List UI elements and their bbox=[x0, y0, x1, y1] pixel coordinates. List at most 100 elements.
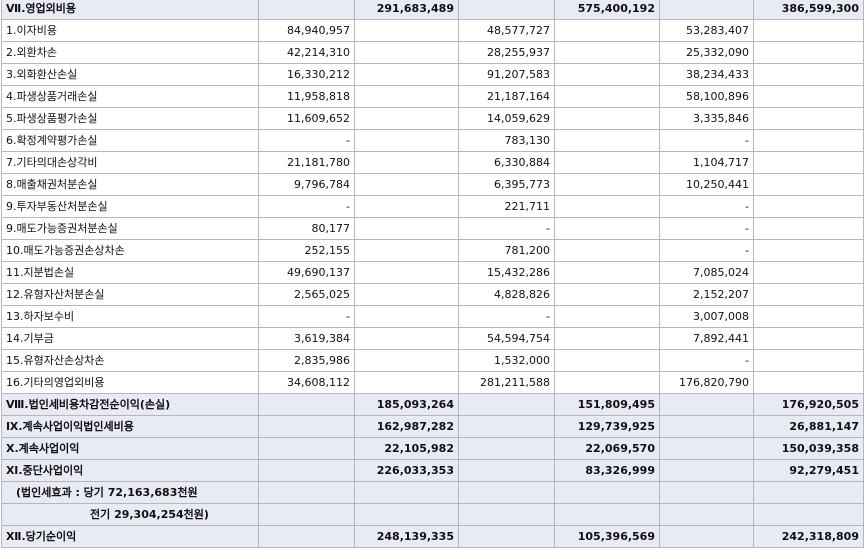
amount-cell: 10,250,441 bbox=[659, 173, 754, 196]
amount-cell: 783,130 bbox=[458, 129, 555, 152]
table-row: Ⅺ.중단사업이익 226,033,353 83,326,999 92,279,451 bbox=[1, 459, 864, 482]
amount-cell: 14,059,629 bbox=[458, 107, 555, 130]
amount-cell: 575,400,192 bbox=[554, 0, 660, 20]
row-label: 12.유형자산처분손실 bbox=[1, 283, 259, 306]
amount-cell: 25,332,090 bbox=[659, 41, 754, 64]
amount-cell bbox=[554, 107, 660, 130]
amount-cell bbox=[554, 129, 660, 152]
amount-cell: 386,599,300 bbox=[753, 0, 864, 20]
amount-cell bbox=[753, 349, 864, 372]
amount-cell: 151,809,495 bbox=[554, 393, 660, 416]
amount-cell bbox=[458, 459, 555, 482]
amount-cell bbox=[458, 481, 555, 504]
amount-cell: 129,739,925 bbox=[554, 415, 660, 438]
amount-cell bbox=[354, 283, 459, 306]
amount-cell bbox=[659, 437, 754, 460]
table-row: 14.기부금 3,619,384 54,594,754 7,892,441 bbox=[1, 327, 864, 350]
row-label: 14.기부금 bbox=[1, 327, 259, 350]
table-row: 10.매도가능증권손상차손 252,155 781,200 - bbox=[1, 239, 864, 262]
row-label: (법인세효과 : 당기 72,163,683천원 bbox=[1, 481, 259, 504]
amount-cell: 781,200 bbox=[458, 239, 555, 262]
table-row: 5.파생상품평가손실 11,609,652 14,059,629 3,335,846 bbox=[1, 107, 864, 130]
table-row: 8.매출채권처분손실 9,796,784 6,395,773 10,250,441 bbox=[1, 173, 864, 196]
amount-cell bbox=[659, 415, 754, 438]
amount-cell bbox=[554, 239, 660, 262]
amount-cell bbox=[354, 305, 459, 328]
amount-cell bbox=[354, 239, 459, 262]
amount-cell: 7,085,024 bbox=[659, 261, 754, 284]
table-row: 6.확정계약평가손실 -783,130- bbox=[1, 129, 864, 152]
amount-cell bbox=[258, 437, 355, 460]
row-label: 3.외화환산손실 bbox=[1, 63, 259, 86]
amount-cell bbox=[753, 41, 864, 64]
amount-cell: 252,155 bbox=[258, 239, 355, 262]
amount-cell: 1,532,000 bbox=[458, 349, 555, 372]
row-label: 전기 29,304,254천원) bbox=[1, 503, 259, 526]
row-label: 15.유형자산손상차손 bbox=[1, 349, 259, 372]
table-row: (법인세효과 : 당기 72,163,683천원 bbox=[1, 481, 864, 504]
row-label: 13.하자보수비 bbox=[1, 305, 259, 328]
table-row: 9.매도가능증권처분손실 80,177 - - bbox=[1, 217, 864, 240]
amount-cell: 21,181,780 bbox=[258, 151, 355, 174]
amount-cell bbox=[554, 481, 660, 504]
row-label: 10.매도가능증권손상차손 bbox=[1, 239, 259, 262]
amount-cell: 80,177 bbox=[258, 217, 355, 240]
amount-cell: 150,039,358 bbox=[753, 437, 864, 460]
row-label: Ⅺ.중단사업이익 bbox=[1, 459, 259, 482]
amount-cell: 281,211,588 bbox=[458, 371, 555, 394]
amount-cell bbox=[554, 371, 660, 394]
amount-cell bbox=[753, 239, 864, 262]
amount-cell bbox=[753, 261, 864, 284]
amount-cell bbox=[554, 305, 660, 328]
amount-cell: 48,577,727 bbox=[458, 19, 555, 42]
amount-cell bbox=[458, 393, 555, 416]
amount-cell bbox=[258, 481, 355, 504]
amount-cell bbox=[354, 41, 459, 64]
amount-cell bbox=[354, 19, 459, 42]
table-row: 3.외화환산손실 16,330,212 91,207,583 38,234,433 bbox=[1, 63, 864, 86]
amount-cell bbox=[258, 0, 355, 20]
amount-cell: - bbox=[458, 305, 555, 328]
amount-cell: 2,835,986 bbox=[258, 349, 355, 372]
amount-cell bbox=[753, 195, 864, 218]
row-label: 2.외환차손 bbox=[1, 41, 259, 64]
amount-cell bbox=[354, 173, 459, 196]
amount-cell bbox=[554, 349, 660, 372]
table-row: 11.지분법손실 49,690,137 15,432,286 7,085,024 bbox=[1, 261, 864, 284]
amount-cell bbox=[753, 107, 864, 130]
amount-cell bbox=[354, 129, 459, 152]
amount-cell: - bbox=[659, 349, 754, 372]
amount-cell bbox=[753, 305, 864, 328]
amount-cell: - bbox=[458, 217, 555, 240]
amount-cell bbox=[753, 371, 864, 394]
amount-cell: 105,396,569 bbox=[554, 525, 660, 548]
amount-cell bbox=[354, 63, 459, 86]
row-label: Ⅸ.계속사업이익법인세비용 bbox=[1, 415, 259, 438]
amount-cell: 21,187,164 bbox=[458, 85, 555, 108]
amount-cell: 83,326,999 bbox=[554, 459, 660, 482]
amount-cell: 291,683,489 bbox=[354, 0, 459, 20]
amount-cell: 49,690,137 bbox=[258, 261, 355, 284]
amount-cell bbox=[554, 195, 660, 218]
amount-cell bbox=[258, 525, 355, 548]
amount-cell bbox=[554, 151, 660, 174]
table-row: Ⅷ.법인세비용차감전순이익(손실) 185,093,264 151,809,495 1… bbox=[1, 393, 864, 416]
amount-cell: 84,940,957 bbox=[258, 19, 355, 42]
amount-cell bbox=[554, 327, 660, 350]
amount-cell bbox=[554, 217, 660, 240]
row-label: 9.매도가능증권처분손실 bbox=[1, 217, 259, 240]
amount-cell: 54,594,754 bbox=[458, 327, 555, 350]
amount-cell bbox=[554, 41, 660, 64]
amount-cell: 38,234,433 bbox=[659, 63, 754, 86]
table-body: Ⅶ.영업외비용 291,683,489 575,400,192 386,599,300… bbox=[1, 0, 864, 548]
amount-cell: 226,033,353 bbox=[354, 459, 459, 482]
amount-cell bbox=[458, 525, 555, 548]
amount-cell bbox=[753, 19, 864, 42]
amount-cell bbox=[554, 63, 660, 86]
amount-cell: 11,958,818 bbox=[258, 85, 355, 108]
table-row: 13.하자보수비 - -3,007,008 bbox=[1, 305, 864, 328]
amount-cell bbox=[354, 481, 459, 504]
row-label: Ⅹ.계속사업이익 bbox=[1, 437, 259, 460]
table-row: Ⅻ.당기순이익 248,139,335 105,396,569 242,318,809 bbox=[1, 525, 864, 548]
amount-cell bbox=[753, 327, 864, 350]
